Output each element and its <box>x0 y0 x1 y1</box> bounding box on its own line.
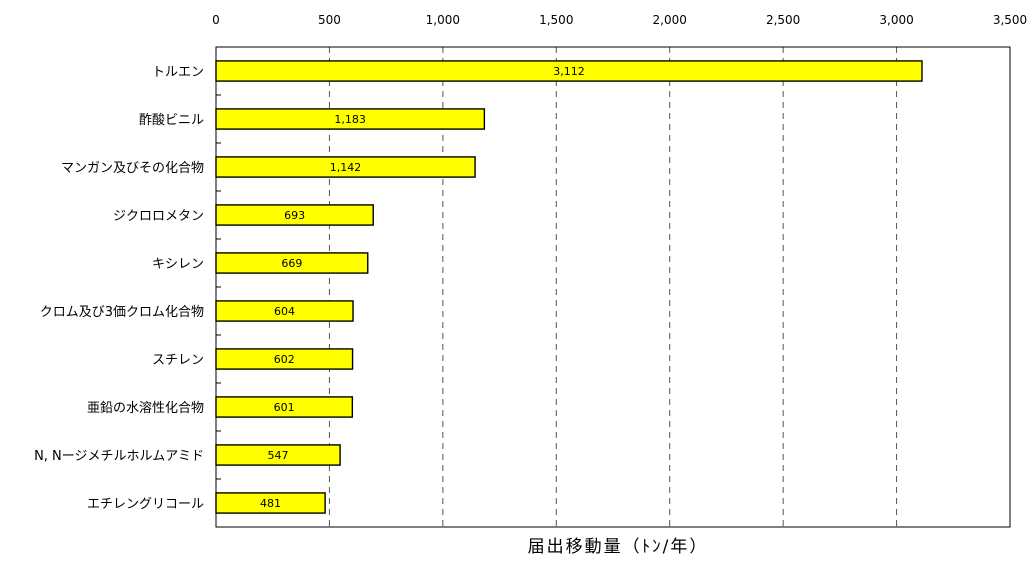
category-label: キシレン <box>152 257 204 272</box>
bar-value-label: 604 <box>274 305 295 318</box>
category-label: 亜鉛の水溶性化合物 <box>87 401 204 416</box>
category-label: トルエン <box>152 65 204 80</box>
category-label: クロム及び3価クロム化合物 <box>40 305 204 320</box>
bar-value-label: 1,183 <box>334 113 366 126</box>
x-tick-label: 1,000 <box>426 13 460 27</box>
bar-value-label: 1,142 <box>330 161 362 174</box>
x-tick-label: 500 <box>318 13 341 27</box>
bar-value-label: 669 <box>281 257 302 270</box>
bar-value-label: 602 <box>274 353 295 366</box>
y-axis-ticks <box>216 94 221 480</box>
category-labels: トルエン酢酸ビニルマンガン及びその化合物ジクロロメタンキシレンクロム及び3価クロ… <box>34 65 204 512</box>
x-tick-label: 3,000 <box>879 13 913 27</box>
category-label: マンガン及びその化合物 <box>61 161 204 176</box>
category-label: エチレングリコール <box>87 497 204 512</box>
x-axis-title: 届出移動量（ﾄﾝ/年） <box>528 537 709 557</box>
x-tick-label: 0 <box>212 13 220 27</box>
x-axis-ticks: 0 500 1,000 1,500 2,000 2,500 3,000 3,500 <box>212 13 1027 27</box>
bars: 3,112 1,183 1,142 693 669 604 602 601 547 481 <box>215 60 923 514</box>
bar-value-label: 547 <box>268 449 289 462</box>
category-label: N, Nージメチルホルムアミド <box>34 449 204 464</box>
bar-value-label: 693 <box>284 209 305 222</box>
bar-value-label: 3,112 <box>553 65 585 78</box>
category-label: ジクロロメタン <box>113 209 204 224</box>
category-label: スチレン <box>152 353 204 368</box>
x-tick-label: 1,500 <box>539 13 573 27</box>
bar-value-label: 601 <box>274 401 295 414</box>
category-label: 酢酸ビニル <box>139 113 204 128</box>
x-tick-label: 2,000 <box>653 13 687 27</box>
x-tick-label: 2,500 <box>766 13 800 27</box>
x-tick-label: 3,500 <box>993 13 1027 27</box>
bar-value-label: 481 <box>260 497 281 510</box>
